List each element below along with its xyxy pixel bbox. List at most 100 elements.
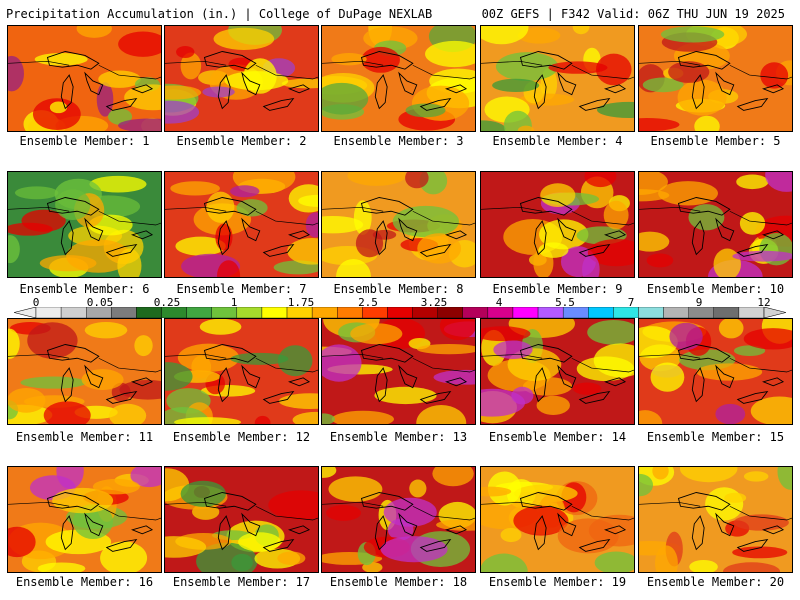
precip-blob bbox=[331, 52, 367, 66]
ensemble-member-map bbox=[480, 171, 635, 278]
precip-blob bbox=[639, 231, 670, 252]
state-border bbox=[481, 353, 634, 373]
precip-blob bbox=[347, 172, 406, 186]
lake-outline bbox=[262, 98, 295, 111]
precip-blob bbox=[217, 260, 241, 277]
precip-blob bbox=[514, 484, 578, 503]
precip-blob bbox=[277, 345, 313, 377]
lake-outline bbox=[519, 197, 573, 216]
ensemble-member-map bbox=[164, 318, 319, 425]
precip-blob bbox=[180, 480, 227, 507]
precipitation-field bbox=[165, 172, 318, 277]
lake-outline bbox=[604, 230, 627, 240]
lake-outline bbox=[46, 51, 100, 70]
precip-blob bbox=[170, 181, 220, 196]
state-border bbox=[322, 353, 475, 373]
state-border bbox=[8, 353, 161, 373]
precip-blob bbox=[176, 46, 195, 58]
lake-outline bbox=[288, 377, 311, 387]
lake-outline bbox=[762, 377, 785, 387]
lake-outline bbox=[360, 197, 414, 216]
precip-blob bbox=[646, 253, 674, 268]
precip-blob bbox=[52, 487, 114, 514]
lake-outline bbox=[241, 512, 261, 537]
lake-outline bbox=[691, 74, 705, 110]
scale-color-swatch bbox=[236, 307, 263, 318]
scale-color-swatch bbox=[613, 307, 639, 318]
scale-tick-label: 0.05 bbox=[86, 296, 114, 309]
precip-blob bbox=[32, 98, 81, 131]
ensemble-member-map bbox=[480, 318, 635, 425]
lake-outline bbox=[374, 367, 388, 403]
lake-outline bbox=[604, 84, 627, 94]
precip-blob bbox=[98, 70, 141, 88]
lake-outline bbox=[445, 525, 468, 535]
precip-blob bbox=[165, 85, 202, 100]
lake-outline bbox=[262, 391, 295, 404]
state-border bbox=[639, 60, 792, 80]
precip-blob bbox=[517, 27, 561, 44]
precip-blob bbox=[322, 215, 364, 234]
map-title: Precipitation Accumulation (in.) | Colle… bbox=[6, 7, 433, 21]
lake-outline bbox=[360, 51, 414, 70]
ensemble-member-map bbox=[7, 171, 162, 278]
ensemble-member-map bbox=[638, 466, 793, 573]
lake-outline bbox=[360, 344, 414, 363]
precip-blob bbox=[118, 31, 161, 57]
lake-outline bbox=[677, 197, 731, 216]
ensemble-member-label: Ensemble Member: 19 bbox=[488, 575, 627, 589]
lake-outline bbox=[262, 244, 295, 257]
lake-outline bbox=[419, 539, 452, 552]
scale-color-swatch bbox=[186, 307, 212, 318]
precip-blob bbox=[688, 204, 725, 231]
lake-outline bbox=[288, 230, 311, 240]
precip-blob bbox=[705, 487, 744, 521]
precip-blob bbox=[439, 319, 475, 341]
ensemble-member-label: Ensemble Member: 18 bbox=[329, 575, 468, 589]
precip-blob bbox=[66, 239, 131, 273]
precip-blob bbox=[481, 553, 528, 572]
scale-tick-label: 12 bbox=[757, 296, 771, 309]
ensemble-member-map bbox=[7, 466, 162, 573]
state-border bbox=[8, 206, 161, 226]
lake-outline bbox=[677, 344, 731, 363]
lake-outline bbox=[360, 492, 414, 511]
lake-outline bbox=[533, 74, 547, 110]
precip-blob bbox=[107, 108, 133, 125]
precip-blob bbox=[603, 200, 629, 230]
precip-blob bbox=[582, 254, 600, 277]
precip-blob bbox=[277, 551, 306, 566]
precip-blob bbox=[322, 413, 335, 424]
precip-blob bbox=[743, 471, 769, 482]
precip-blob bbox=[281, 78, 318, 89]
scale-color-swatch bbox=[261, 307, 288, 318]
lake-outline bbox=[131, 377, 154, 387]
lake-outline bbox=[203, 344, 257, 363]
state-border bbox=[8, 501, 161, 521]
lake-outline bbox=[519, 344, 573, 363]
lake-outline bbox=[736, 539, 769, 552]
precip-blob bbox=[380, 536, 448, 563]
precipitation-field bbox=[639, 26, 792, 131]
ensemble-member-map bbox=[480, 25, 635, 132]
precip-blob bbox=[517, 125, 535, 131]
scale-color-swatch bbox=[111, 307, 137, 318]
precipitation-field bbox=[481, 467, 634, 572]
precip-blob bbox=[513, 505, 569, 536]
scale-right-arrow bbox=[763, 307, 786, 318]
precip-blob bbox=[639, 410, 663, 424]
ensemble-member-map bbox=[638, 171, 793, 278]
precip-blob bbox=[8, 235, 20, 264]
precipitation-field bbox=[481, 319, 634, 424]
lake-outline bbox=[46, 197, 100, 216]
precip-blob bbox=[20, 376, 87, 389]
scale-tick-label: 9 bbox=[695, 296, 703, 309]
lake-outline bbox=[217, 515, 231, 551]
lake-outline bbox=[105, 539, 138, 552]
lake-outline bbox=[217, 74, 231, 110]
precip-blob bbox=[230, 185, 260, 198]
state-border bbox=[165, 353, 318, 373]
precip-blob bbox=[100, 541, 148, 572]
precip-blob bbox=[322, 344, 362, 382]
precip-blob bbox=[436, 519, 475, 531]
